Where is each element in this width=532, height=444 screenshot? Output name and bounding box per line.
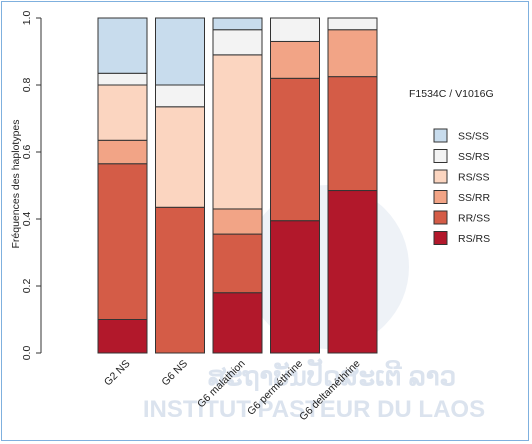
x-tick-label: G2 NS — [102, 358, 133, 389]
bar-segment — [327, 17, 378, 31]
legend-swatch — [433, 190, 448, 204]
bar-segment — [327, 29, 378, 78]
legend-label: SS/RS — [458, 151, 490, 163]
y-axis: 0.0 0.2 0.4 0.6 0.8 1.0 — [21, 11, 42, 361]
bar-segment — [155, 106, 205, 208]
legend: SS/SS SS/RS RS/SS SS/RR RR/SS RS/RS — [433, 128, 491, 245]
legend-item: SS/RS — [433, 149, 490, 163]
legend-label: SS/RR — [458, 192, 491, 204]
watermark-line1: ສະຖາບັນປັດສະເຕີ ລາວ — [208, 356, 456, 391]
y-tick-label: 0.6 — [21, 145, 33, 160]
x-tick-label: G6 NS — [159, 358, 190, 389]
legend-label: RR/SS — [458, 213, 490, 225]
y-tick-label: 0.8 — [21, 78, 33, 93]
y-tick-label: 0.2 — [21, 279, 33, 294]
bar-segment — [212, 292, 263, 354]
bar-segment — [97, 84, 148, 141]
bar-stack — [270, 17, 320, 354]
legend-item: RS/SS — [433, 169, 490, 184]
bar-segment — [327, 76, 378, 192]
bar-segment — [155, 84, 205, 108]
bar-segment — [97, 72, 148, 86]
legend-item: SS/SS — [433, 128, 489, 143]
bar-segment — [212, 29, 263, 56]
bar-stack — [155, 17, 205, 354]
bar-segment — [155, 17, 205, 86]
y-tick-label: 0.0 — [21, 346, 33, 361]
legend-item: RS/RS — [433, 231, 490, 245]
bar-segment — [270, 40, 320, 79]
bar-segment — [97, 319, 148, 354]
legend-item: SS/RR — [433, 190, 491, 204]
bar-segment — [155, 206, 205, 354]
legend-label: RS/SS — [458, 172, 490, 184]
bar-stack — [97, 17, 148, 354]
bar-segment — [212, 233, 263, 294]
y-axis-title: Fréquences des haplotypes — [10, 120, 22, 249]
legend-label: RS/RS — [458, 233, 490, 245]
bar-segment — [327, 190, 378, 354]
watermark-line2: INSTITUT PASTEUR DU LAOS — [143, 396, 485, 423]
legend-swatch — [433, 128, 448, 143]
legend-swatch — [433, 149, 448, 163]
bar-segment — [97, 139, 148, 165]
legend-item: RR/SS — [433, 210, 490, 225]
bar-segment — [270, 220, 320, 354]
legend-swatch — [433, 231, 448, 245]
watermark-emblem — [245, 185, 409, 349]
legend-swatch — [433, 210, 448, 225]
y-tick-label: 0.4 — [21, 212, 33, 227]
bar-stack — [212, 17, 263, 354]
bar-segment — [212, 54, 263, 210]
bar-segment — [97, 17, 148, 74]
bar-segment — [270, 77, 320, 222]
bar-stack — [327, 17, 378, 354]
bar-segment — [97, 163, 148, 320]
bar-segment — [270, 17, 320, 42]
plot-area — [97, 17, 378, 354]
bar-segment — [212, 208, 263, 235]
legend-swatch — [433, 169, 448, 184]
legend-label: SS/SS — [458, 131, 489, 143]
legend-title: F1534C / V1016G — [409, 88, 494, 100]
bar-segment — [212, 17, 263, 31]
y-tick-label: 1.0 — [21, 11, 33, 26]
